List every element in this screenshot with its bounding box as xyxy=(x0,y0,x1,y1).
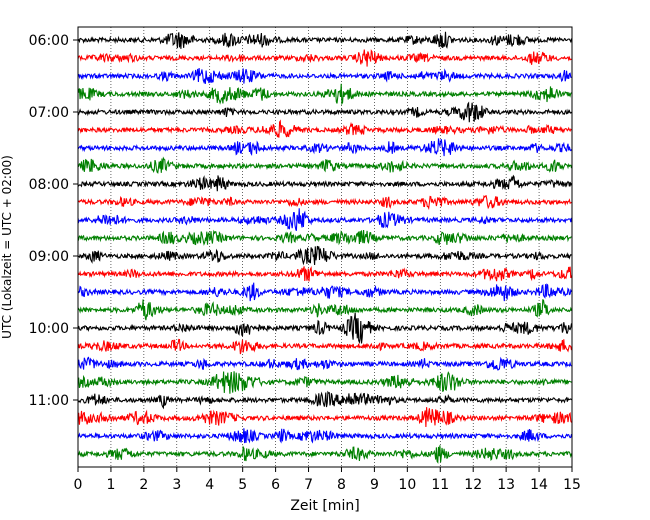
trace-0930 xyxy=(77,282,573,302)
vertical-grid-lines xyxy=(110,27,540,467)
trace-1145 xyxy=(77,445,573,464)
trace-1130 xyxy=(77,428,573,444)
x-tick-label-9: 9 xyxy=(370,477,379,493)
trace-1030 xyxy=(77,356,572,371)
trace-1045 xyxy=(77,371,572,394)
y-tick-label-4: 10:00 xyxy=(29,321,69,337)
trace-0845 xyxy=(77,229,572,246)
x-tick-label-5: 5 xyxy=(238,477,247,493)
x-tick-label-4: 4 xyxy=(205,477,214,493)
x-tick-label-7: 7 xyxy=(304,477,313,493)
trace-0630 xyxy=(77,67,572,85)
y-tick-label-1: 07:00 xyxy=(29,105,69,121)
trace-0615 xyxy=(77,49,572,67)
x-tick-label-1: 1 xyxy=(106,477,115,493)
x-tick-label-3: 3 xyxy=(172,477,181,493)
trace-0900 xyxy=(77,245,572,266)
trace-0915 xyxy=(77,266,573,282)
trace-0815 xyxy=(77,195,572,211)
trace-0730 xyxy=(77,138,572,157)
x-tick-label-0: 0 xyxy=(74,477,83,493)
trace-0800 xyxy=(77,174,573,192)
trace-1115 xyxy=(77,407,572,428)
plot-frame xyxy=(77,26,573,468)
y-tick-label-2: 08:00 xyxy=(29,177,69,193)
trace-0715 xyxy=(77,119,572,138)
x-tick-label-15: 15 xyxy=(563,477,581,493)
trace-0945 xyxy=(77,299,573,321)
seismic-traces xyxy=(77,31,573,464)
trace-0700 xyxy=(77,101,572,123)
trace-1100 xyxy=(77,390,572,410)
x-tick-label-8: 8 xyxy=(337,477,346,493)
y-tick-label-3: 09:00 xyxy=(29,249,69,265)
x-tick-label-14: 14 xyxy=(530,477,548,493)
y-tick-label-5: 11:00 xyxy=(29,393,69,409)
x-tick-label-12: 12 xyxy=(464,477,482,493)
y-axis-label: UTC (Lokalzeit = UTC + 02:00) xyxy=(0,155,14,339)
trace-0600 xyxy=(77,31,573,49)
trace-0830 xyxy=(77,208,573,231)
x-axis-ticks: 0 1 2 3 4 5 6 7 8 9 10 11 12 13 14 15 xyxy=(74,467,581,493)
x-tick-label-13: 13 xyxy=(497,477,515,493)
x-tick-label-11: 11 xyxy=(431,477,449,493)
x-axis-label: Zeit [min] xyxy=(290,498,359,514)
x-tick-label-2: 2 xyxy=(139,477,148,493)
x-tick-label-10: 10 xyxy=(398,477,416,493)
trace-0745 xyxy=(77,156,573,174)
trace-0645 xyxy=(77,83,572,106)
trace-1000 xyxy=(77,312,573,345)
trace-1015 xyxy=(77,338,573,355)
y-tick-label-0: 06:00 xyxy=(29,33,69,49)
x-tick-label-6: 6 xyxy=(271,477,280,493)
y-axis-ticks: 06:00 07:00 08:00 09:00 10:00 11:00 xyxy=(29,33,78,409)
